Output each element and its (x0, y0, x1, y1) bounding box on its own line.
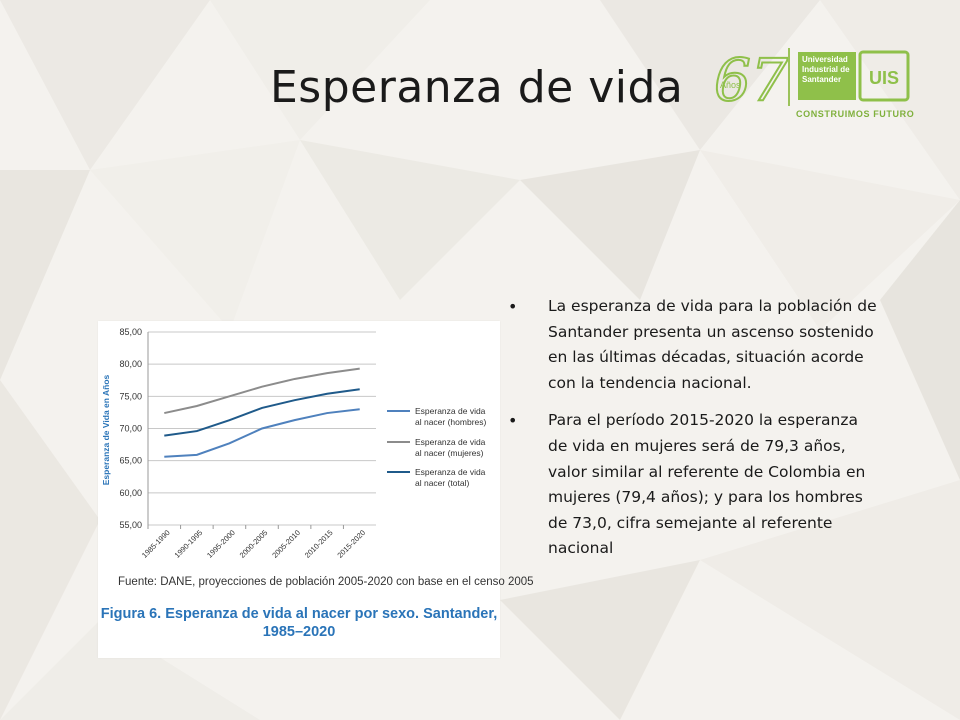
legend-label: Esperanza de vida (415, 437, 486, 447)
x-tick-label: 2015-2020 (335, 528, 367, 560)
university-name-line-2: Industrial de (802, 65, 850, 74)
figure-image: Esperanza de Vida en Años 55,00 60,00 65,0… (98, 321, 534, 658)
x-tick-label: 2000-2005 (238, 528, 270, 560)
legend-label: al nacer (total) (415, 478, 469, 488)
figure-caption: Figura 6. Esperanza de vida al nacer por… (98, 605, 500, 641)
bullet-item-1: La esperanza de vida para la población d… (508, 294, 878, 396)
life-expectancy-chart: Esperanza de Vida en Años 55,00 60,00 65,0… (101, 327, 487, 560)
figure-caption-line-1: Figura 6. Esperanza de vida al nacer por… (100, 606, 498, 622)
y-tick-label: 60,00 (119, 488, 142, 498)
figure-source: Fuente: DANE, proyecciones de población … (118, 576, 534, 588)
uis-monogram: UIS (869, 68, 899, 88)
figure-caption-line-2: 1985–2020 (262, 624, 336, 640)
anniversary-logo: 67 Años (713, 45, 789, 108)
bullet-list: La esperanza de vida para la población d… (508, 294, 878, 574)
university-name-line-3: Santander (802, 75, 842, 84)
legend-label: Esperanza de vida (415, 467, 486, 477)
series-line-1 (164, 408, 360, 458)
x-tick-label: 2005-2010 (270, 528, 302, 560)
university-tagline: CONSTRUIMOS FUTURO (796, 109, 915, 119)
x-tick-label: 1985-1990 (140, 528, 172, 560)
y-tick-label: 80,00 (119, 359, 142, 369)
university-name-box: Universidad Industrial de Santander (798, 52, 856, 100)
legend-label: al nacer (mujeres) (415, 448, 484, 458)
uis-monogram-logo: UIS (858, 50, 910, 102)
university-name-line-1: Universidad (802, 55, 848, 64)
x-tick-label: 1995-2000 (205, 528, 237, 560)
series-line-2 (164, 367, 360, 415)
y-tick-label: 55,00 (119, 520, 142, 530)
legend-label: Esperanza de vida (415, 406, 486, 416)
anniversary-word: Años (720, 80, 741, 90)
logo-divider (788, 48, 790, 106)
y-tick-label: 70,00 (119, 424, 142, 434)
y-tick-label: 65,00 (119, 456, 142, 466)
anniversary-number: 67 (714, 46, 788, 108)
legend-label: al nacer (hombres) (415, 417, 487, 427)
x-tick-label: 2010-2015 (303, 528, 335, 560)
y-tick-label: 75,00 (119, 391, 142, 401)
y-axis-label: Esperanza de Vida en Años (101, 374, 111, 485)
y-tick-label: 85,00 (119, 327, 142, 337)
slide-title: Esperanza de vida (270, 62, 684, 113)
x-tick-label: 1990-1995 (173, 528, 205, 560)
series-line-3 (164, 388, 360, 437)
bullet-item-2: Para el período 2015-2020 la esperanza d… (508, 408, 878, 562)
